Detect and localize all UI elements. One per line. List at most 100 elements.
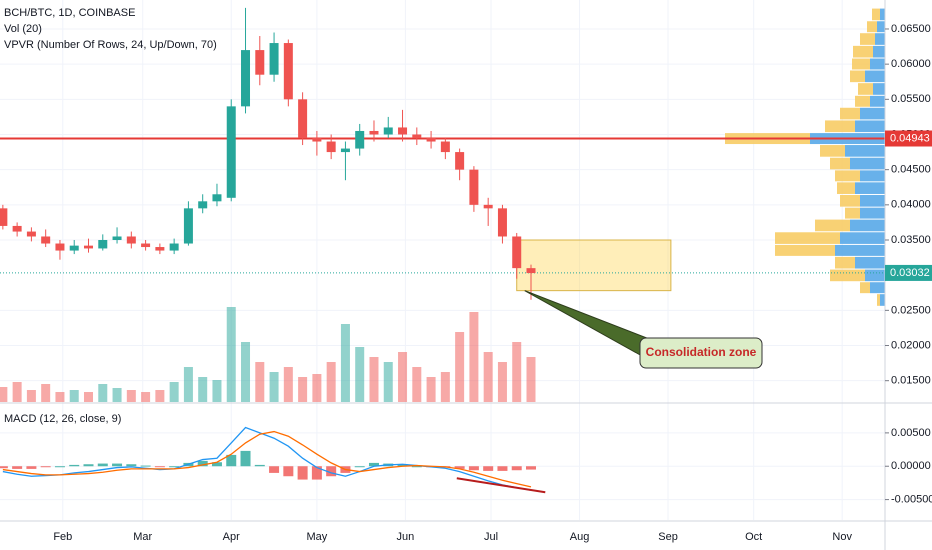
axes: Feb Mar Apr May Jun Jul Aug Sep Oct Nov 0.06500 0.0… <box>53 23 932 543</box>
y-tick-label: 0.02500 <box>891 304 931 316</box>
x-tick-label: Oct <box>745 531 762 543</box>
macd-histogram-bar <box>526 466 536 470</box>
vpvr-up-bar <box>873 83 885 95</box>
signal-line <box>2 430 532 488</box>
vpvr-up-bar <box>870 95 885 107</box>
macd-histogram-bar <box>0 466 8 469</box>
candle-body <box>112 236 122 241</box>
macd-histogram-bar <box>326 466 337 477</box>
candle-body <box>298 99 308 139</box>
candle-body <box>340 148 350 153</box>
macd-histogram-bar <box>240 450 251 467</box>
x-tick-label: Jun <box>397 531 415 543</box>
hline-label-bg <box>885 130 932 147</box>
macd-histogram-bar <box>26 466 37 469</box>
macd-line <box>2 426 532 491</box>
vpvr-down-bar <box>877 294 880 306</box>
macd-histogram-bar <box>354 466 365 468</box>
y-tick-label: 0.06000 <box>891 58 931 70</box>
macd-histogram-bar <box>283 466 294 477</box>
volume-bar <box>112 388 122 402</box>
volume-bar <box>412 367 422 402</box>
volume <box>0 307 536 402</box>
x-tick-label: Jul <box>484 531 498 543</box>
vpvr-down-bar <box>830 157 850 170</box>
macd-histogram-bar <box>126 464 137 467</box>
volume-bar <box>255 362 265 402</box>
vpvr-up-bar <box>860 194 885 207</box>
macd-histogram-bar <box>397 464 408 467</box>
vpvr-down-bar <box>820 145 845 157</box>
x-tick-label: Feb <box>53 531 72 543</box>
volume-bar <box>212 380 222 402</box>
vpvr-up-bar <box>880 8 885 21</box>
x-tick-label: Mar <box>133 531 152 543</box>
volume-bar <box>269 372 279 402</box>
volume-bar <box>383 362 393 402</box>
candle-body <box>326 141 336 153</box>
candle-body <box>369 130 379 135</box>
macd-histogram-bar <box>97 463 108 467</box>
macd-histogram-bar <box>83 464 94 467</box>
vpvr-down-bar <box>853 45 873 58</box>
candle-body <box>226 106 236 198</box>
candle-body <box>126 236 136 244</box>
vpvr-down-bar <box>775 244 835 256</box>
volume-bar <box>12 382 22 402</box>
vpvr-up-bar <box>835 244 885 256</box>
candle-body <box>426 138 436 142</box>
macd-histogram-bar <box>112 463 123 467</box>
volume-bar <box>312 374 322 402</box>
vpvr-down-bar <box>830 269 865 282</box>
volume-bar <box>84 392 93 402</box>
candle-body <box>483 204 493 209</box>
volume-bar <box>98 384 108 402</box>
vpvr-down-bar <box>855 95 870 107</box>
volume-bar <box>141 392 151 402</box>
macd-histogram-bar <box>12 466 23 469</box>
y-tick-label: 0.02000 <box>891 339 931 351</box>
vpvr-up-bar <box>850 219 885 232</box>
volume-bar <box>26 390 36 402</box>
y-tick-label: 0.04000 <box>891 199 931 211</box>
candle-body <box>355 130 365 149</box>
vpvr-up-bar <box>870 282 885 294</box>
macd-histogram-bar <box>511 466 522 471</box>
volume-bar <box>355 347 365 402</box>
vpvr-up-bar <box>865 269 885 282</box>
vpvr-up-bar <box>855 182 885 194</box>
macd-histogram-bar <box>454 466 465 469</box>
macd-histogram-bar <box>169 466 180 468</box>
x-tick-label: Apr <box>223 531 240 543</box>
y-tick-label: 0.00500 <box>891 427 931 439</box>
volume-bar <box>526 357 536 402</box>
vpvr-up-bar <box>870 58 885 70</box>
x-tick-label: May <box>306 531 327 543</box>
candle-body <box>398 127 408 135</box>
candle-body <box>212 194 222 202</box>
last-price-label: 0.03032 <box>890 267 930 279</box>
y-tick-label: 0.06500 <box>891 23 931 35</box>
vpvr-down-bar <box>840 194 860 207</box>
candle-body <box>497 208 507 237</box>
vpvr-up-bar <box>877 21 885 33</box>
macd-histogram-bar <box>154 466 165 468</box>
y-tick-label: 0.04500 <box>891 164 931 176</box>
candle-body <box>283 43 293 100</box>
y-tick-label: 0.00000 <box>891 460 931 472</box>
candle-body <box>69 245 79 251</box>
candle-body <box>469 169 479 205</box>
vpvr-up-bar <box>840 232 885 244</box>
vpvr-down-bar <box>825 120 855 133</box>
vpvr-up-bar <box>873 45 885 58</box>
volume-bar <box>183 367 193 402</box>
vpvr-up-bar <box>845 145 885 157</box>
volume-bar <box>340 324 350 402</box>
callout-text: Consolidation zone <box>646 345 757 359</box>
volume-bar <box>69 390 79 402</box>
hline-label: 0.04943 <box>890 132 930 144</box>
candle-body <box>512 236 522 269</box>
volume-bar <box>169 382 179 402</box>
volume-bar <box>155 390 165 402</box>
